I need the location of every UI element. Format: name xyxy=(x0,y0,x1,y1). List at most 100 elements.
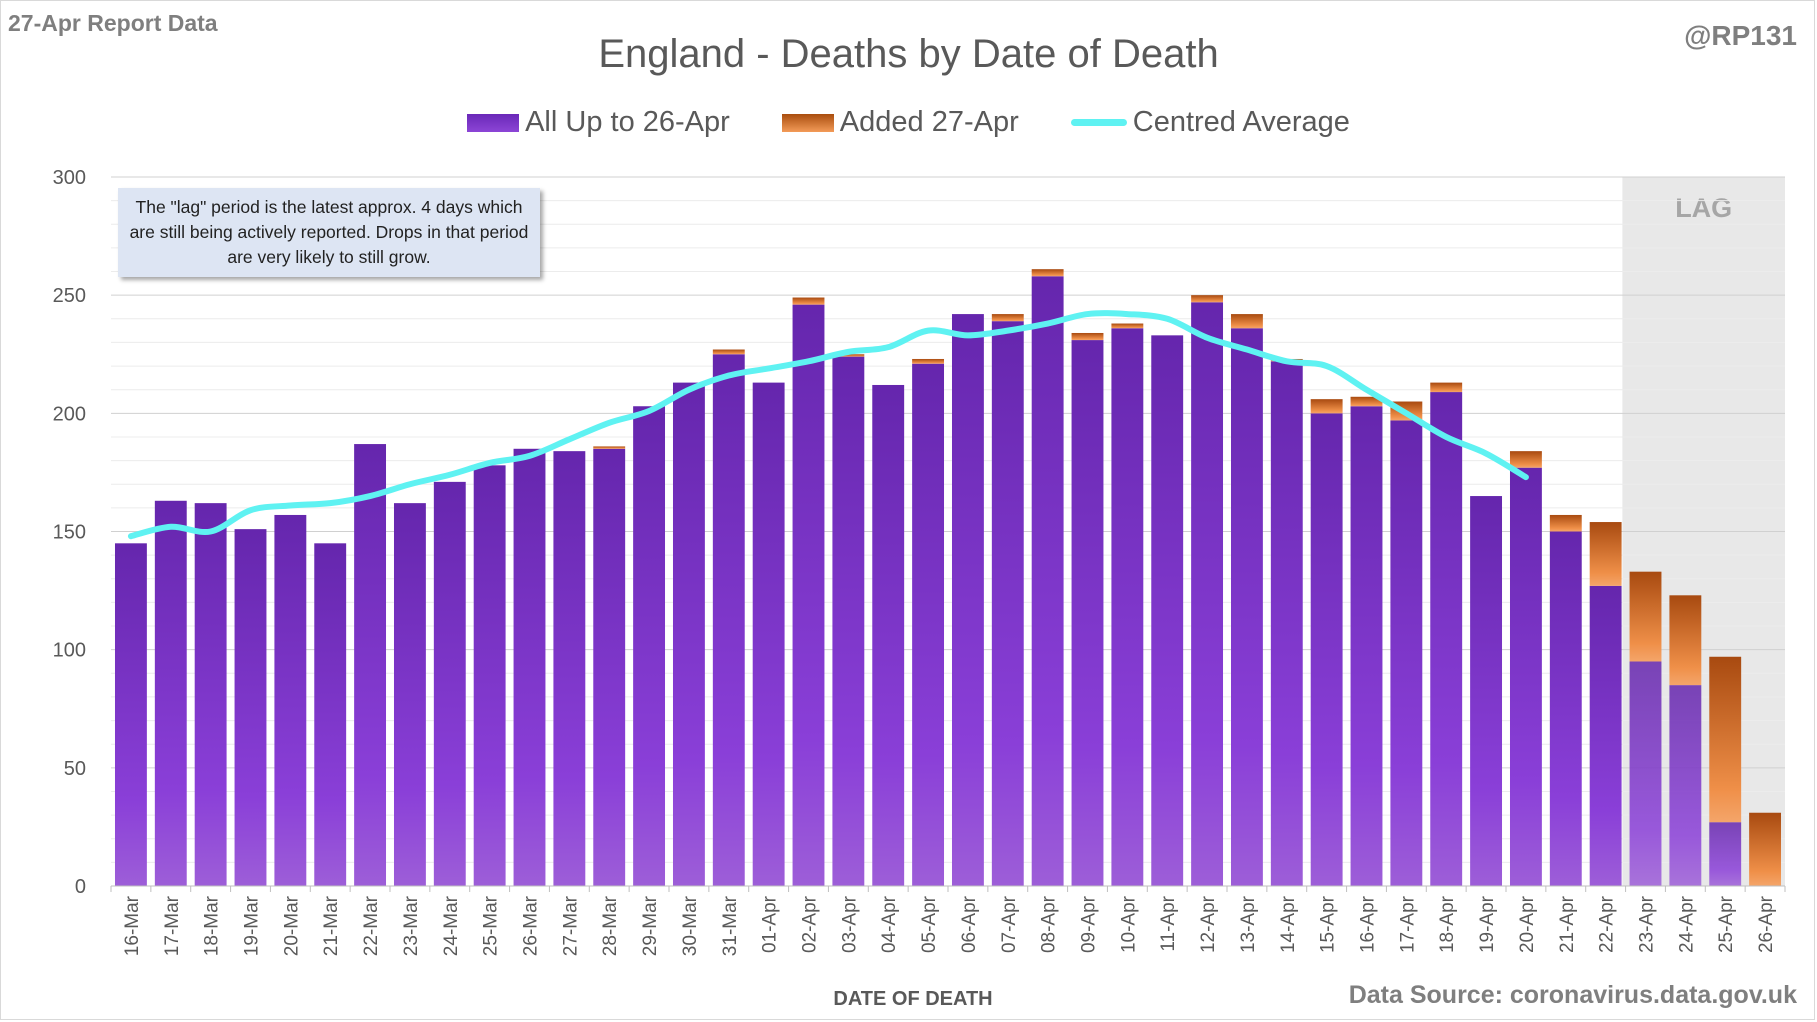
legend-swatch-purple xyxy=(467,113,520,132)
x-tick-label: 06-Apr xyxy=(959,895,980,953)
bar-base xyxy=(354,444,387,886)
bar-base xyxy=(314,543,347,886)
x-tick-label: 04-Apr xyxy=(879,895,900,953)
bar-base xyxy=(1430,392,1463,886)
bar-base xyxy=(1470,496,1503,886)
y-tick-label: 250 xyxy=(53,285,86,307)
bar-base xyxy=(1111,328,1144,887)
bar-added xyxy=(1589,522,1622,586)
bar-added xyxy=(1709,656,1742,823)
bar-base xyxy=(154,500,187,886)
bar-base xyxy=(393,503,426,886)
bar-added xyxy=(1350,396,1383,407)
x-tick-label: 12-Apr xyxy=(1198,895,1219,953)
centred-average-line xyxy=(127,310,1529,540)
x-tick-label: 07-Apr xyxy=(999,895,1020,953)
bar-base xyxy=(832,356,865,886)
bar-added xyxy=(991,314,1024,322)
x-tick-label: 22-Mar xyxy=(361,895,382,956)
x-tick-label: 10-Apr xyxy=(1118,895,1139,953)
bar-added xyxy=(1669,595,1702,686)
y-tick-label: 100 xyxy=(53,640,86,662)
x-tick-label: 24-Mar xyxy=(441,895,462,956)
bar-added xyxy=(593,446,626,449)
bar-base xyxy=(1151,335,1184,886)
y-tick-label: 300 xyxy=(53,167,86,189)
x-tick-label: 26-Apr xyxy=(1756,895,1777,953)
bar-added xyxy=(1629,571,1662,662)
bar-base xyxy=(433,481,466,886)
x-tick-label: 21-Mar xyxy=(321,895,342,956)
bar-base xyxy=(1629,661,1662,886)
bar-base xyxy=(194,503,227,886)
legend-swatch-cyan-line xyxy=(1070,119,1127,126)
y-tick-label: 50 xyxy=(64,758,86,780)
bar-base xyxy=(1589,585,1622,886)
bar-base xyxy=(1509,467,1542,886)
bar-added xyxy=(1230,314,1263,329)
legend-label-added: Added 27-Apr xyxy=(839,106,1019,138)
x-tick-label: 08-Apr xyxy=(1039,895,1060,953)
y-tick-label: 0 xyxy=(75,876,86,898)
bar-base xyxy=(1191,302,1224,886)
x-tick-label: 18-Apr xyxy=(1437,895,1458,953)
x-tick-label: 21-Apr xyxy=(1557,895,1578,953)
x-tick-label: 26-Mar xyxy=(521,895,542,956)
bar-added xyxy=(1071,332,1104,341)
x-tick-label: 14-Apr xyxy=(1278,895,1299,953)
bar-base xyxy=(1031,276,1064,886)
bar-base xyxy=(473,465,506,886)
bar-added xyxy=(1310,399,1343,414)
x-tick-label: 20-Mar xyxy=(281,895,302,956)
chart-title: England - Deaths by Date of Death xyxy=(598,32,1219,76)
legend-item-all: All Up to 26-Apr xyxy=(467,106,730,139)
bar-base xyxy=(912,363,945,886)
x-tick-label: 25-Apr xyxy=(1716,895,1737,953)
x-tick-label: 30-Mar xyxy=(680,895,701,956)
x-tick-label: 23-Mar xyxy=(401,895,422,956)
legend-item-added: Added 27-Apr xyxy=(781,106,1019,139)
x-tick-label: 09-Apr xyxy=(1079,895,1100,953)
bar-base xyxy=(234,529,267,886)
bar-base xyxy=(1549,531,1582,886)
bar-base xyxy=(1350,406,1383,886)
bar-base xyxy=(991,321,1024,886)
bar-base xyxy=(633,406,666,886)
x-tick-label: 05-Apr xyxy=(919,895,940,953)
bar-base xyxy=(672,382,705,886)
bar-base xyxy=(553,451,586,886)
bar-added xyxy=(712,349,745,355)
x-tick-label: 28-Mar xyxy=(600,895,621,956)
bar-base xyxy=(1669,685,1702,886)
x-tick-label: 16-Mar xyxy=(122,895,143,956)
y-tick-label: 150 xyxy=(53,522,86,544)
x-tick-label: 01-Apr xyxy=(760,895,781,953)
x-tick-label: 27-Mar xyxy=(560,895,581,956)
x-tick-label: 22-Apr xyxy=(1597,895,1618,953)
x-tick-label: 31-Mar xyxy=(720,895,741,956)
legend-swatch-orange xyxy=(781,113,834,132)
x-tick-label: 03-Apr xyxy=(839,895,860,953)
x-tick-label: 02-Apr xyxy=(800,895,821,953)
x-tick-label: 11-Apr xyxy=(1158,895,1179,951)
x-tick-label: 24-Apr xyxy=(1676,895,1697,953)
legend-label-average: Centred Average xyxy=(1132,106,1350,138)
x-axis-title: DATE OF DEATH xyxy=(833,988,992,1010)
bar-added xyxy=(1549,514,1582,532)
bar-base xyxy=(1310,413,1343,886)
bar-base xyxy=(593,448,626,886)
x-tick-label: 18-Mar xyxy=(202,895,223,956)
x-tick-label: 15-Apr xyxy=(1318,895,1339,953)
report-date-label: 27-Apr Report Data xyxy=(8,10,218,36)
legend-label-all: All Up to 26-Apr xyxy=(525,106,730,138)
legend-item-average: Centred Average xyxy=(1070,106,1350,139)
bar-added xyxy=(1430,382,1463,393)
bar-added xyxy=(1191,295,1224,303)
x-tick-label: 17-Apr xyxy=(1397,895,1418,953)
bar-added xyxy=(792,297,825,305)
x-tick-label: 17-Mar xyxy=(162,895,183,956)
bar-base xyxy=(1071,340,1104,886)
bar-base xyxy=(872,384,905,886)
lag-region-label: LAG xyxy=(1675,193,1732,223)
